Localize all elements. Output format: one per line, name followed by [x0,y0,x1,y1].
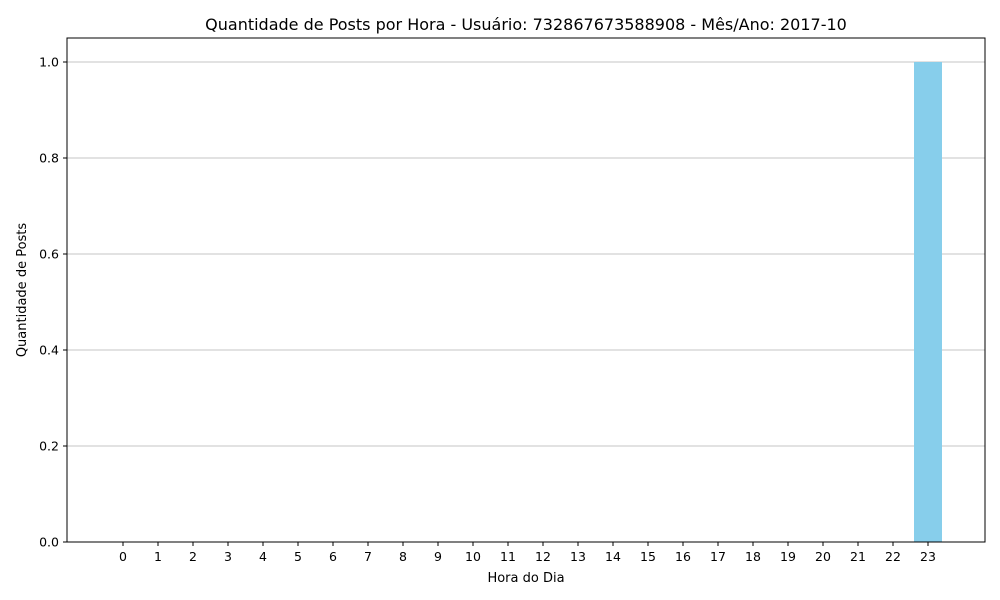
x-tick-label: 14 [605,549,621,564]
x-tick-label: 22 [885,549,901,564]
y-tick-label: 1.0 [39,55,59,70]
x-tick-label: 7 [364,549,372,564]
x-tick-label: 8 [399,549,407,564]
x-tick-label: 23 [920,549,936,564]
chart-title: Quantidade de Posts por Hora - Usuário: … [205,15,847,34]
x-tick-label: 13 [570,549,586,564]
y-tick-label: 0.6 [39,247,59,262]
y-axis-label: Quantidade de Posts [15,223,30,358]
x-tick-label: 18 [745,549,761,564]
x-tick-label: 9 [434,549,442,564]
x-tick-label: 12 [535,549,551,564]
x-tick-label: 10 [465,549,481,564]
y-tick-label: 0.8 [39,151,59,166]
x-tick-label: 15 [640,549,656,564]
y-tick-label: 0.0 [39,535,59,550]
x-axis-ticks: 0 1 2 3 4 5 6 7 8 9 10 11 12 13 14 15 16 17 18 19 20 21 22 23 [119,542,936,564]
x-axis-label: Hora do Dia [487,571,564,586]
grid-lines [67,61,985,447]
x-tick-label: 20 [815,549,831,564]
x-tick-label: 5 [294,549,302,564]
x-tick-label: 1 [154,549,162,564]
x-tick-label: 17 [710,549,726,564]
bars [914,62,942,542]
y-tick-label: 0.4 [39,343,59,358]
x-tick-label: 4 [259,549,267,564]
x-tick-label: 6 [329,549,337,564]
x-tick-label: 21 [850,549,866,564]
x-tick-label: 19 [780,549,796,564]
plot-frame [66,37,986,543]
y-tick-label: 0.2 [39,439,59,454]
x-tick-label: 11 [500,549,516,564]
x-tick-label: 3 [224,549,232,564]
x-tick-label: 16 [675,549,691,564]
bar [914,62,942,542]
x-tick-label: 0 [119,549,127,564]
x-tick-label: 2 [189,549,197,564]
y-axis-ticks: 0.0 0.2 0.4 0.6 0.8 1.0 [39,55,67,550]
